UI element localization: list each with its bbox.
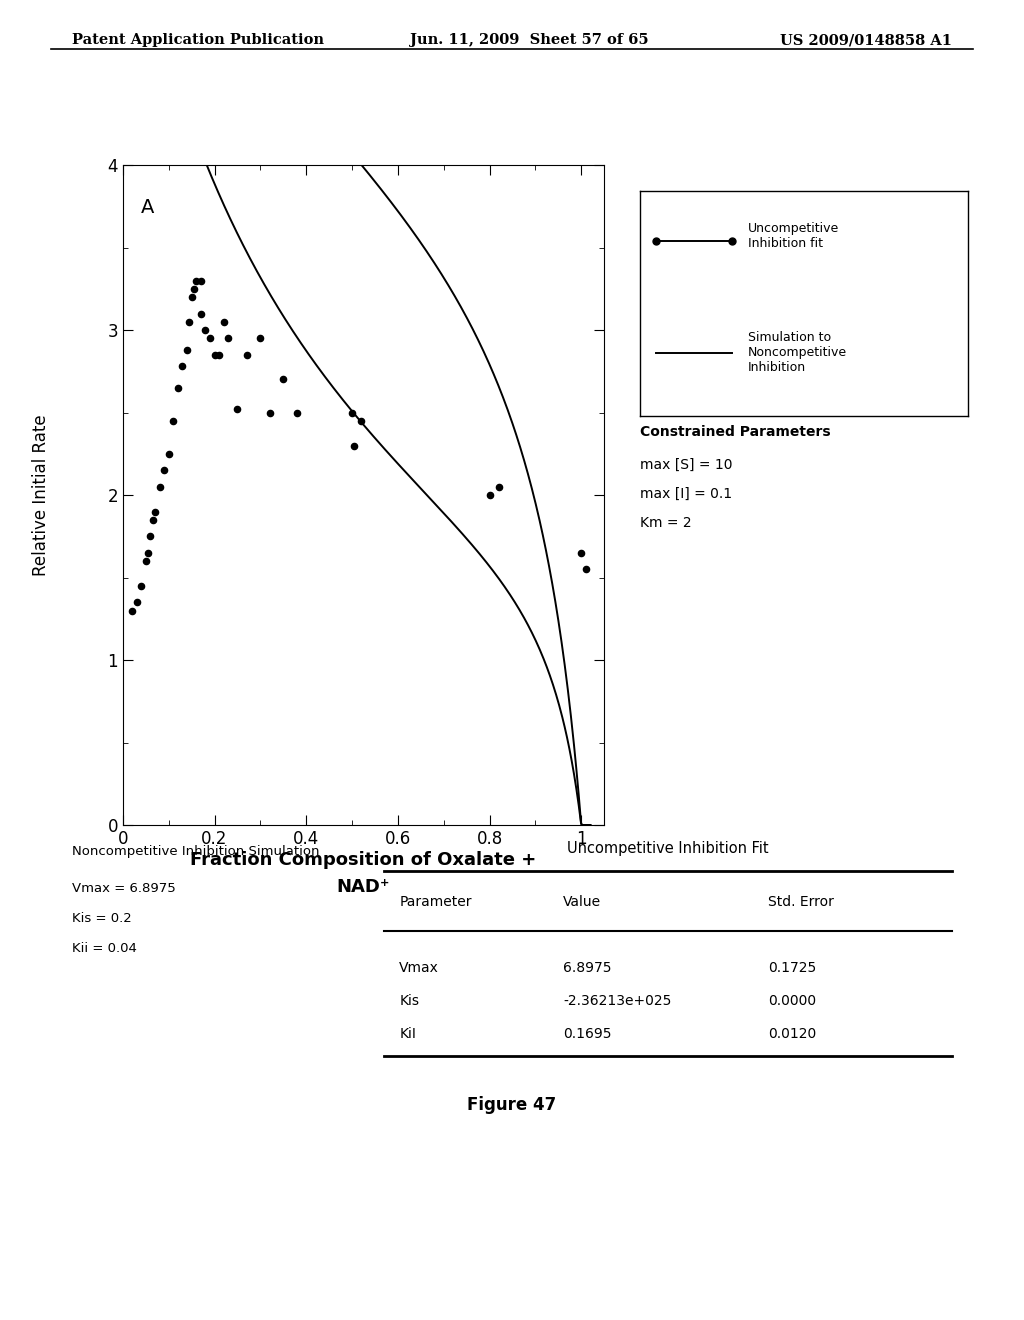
Point [170,378,186,399]
Point [344,401,360,422]
Point [220,327,237,348]
Text: Fraction Composition of Oxalate +: Fraction Composition of Oxalate + [190,851,537,870]
Point [353,411,370,432]
Point [198,319,214,341]
Point [146,500,163,521]
Point [133,576,150,597]
Point [215,312,231,333]
Text: US 2009/0148858 A1: US 2009/0148858 A1 [780,33,952,48]
Text: Noncompetitive Inhibition Simulation: Noncompetitive Inhibition Simulation [72,845,319,858]
Point [261,401,278,422]
Text: Parameter: Parameter [399,895,472,909]
Text: Patent Application Publication: Patent Application Publication [72,33,324,48]
Point [161,444,177,465]
Text: -2.36213e+025: -2.36213e+025 [563,994,672,1008]
Point [193,271,209,292]
Text: Uncompetitive
Inhibition fit: Uncompetitive Inhibition fit [749,222,840,251]
Point [211,345,227,366]
Point [202,327,218,348]
Point [140,543,157,564]
Point [481,484,498,506]
Point [578,558,594,579]
Text: 0.1725: 0.1725 [768,961,816,975]
Point [142,525,159,546]
Text: 6.8975: 6.8975 [563,961,611,975]
Point [193,304,209,325]
Text: max [S] = 10: max [S] = 10 [640,458,732,473]
Text: Std. Error: Std. Error [768,895,834,909]
Text: Figure 47: Figure 47 [467,1096,557,1114]
Text: Relative Initial Rate: Relative Initial Rate [32,414,50,576]
Point [174,355,190,378]
Point [185,279,202,300]
Point [124,599,140,622]
Point [229,399,246,420]
Text: Km = 2: Km = 2 [640,516,691,531]
Text: 0.0120: 0.0120 [768,1027,816,1041]
Point [239,345,255,366]
Point [144,510,161,531]
Text: NAD⁺: NAD⁺ [337,878,390,896]
Text: Jun. 11, 2009  Sheet 57 of 65: Jun. 11, 2009 Sheet 57 of 65 [410,33,648,48]
Text: Vmax: Vmax [399,961,439,975]
Point [490,477,507,498]
Point [181,312,198,333]
Point [289,401,305,422]
Point [128,591,144,612]
Text: KiI: KiI [399,1027,416,1041]
Point [137,550,154,572]
Text: Uncompetitive Inhibition Fit: Uncompetitive Inhibition Fit [567,841,769,855]
Point [183,286,200,308]
Text: Constrained Parameters: Constrained Parameters [640,425,830,440]
Point [156,459,172,480]
Point [179,339,196,360]
Text: 0.1695: 0.1695 [563,1027,611,1041]
Text: Kis = 0.2: Kis = 0.2 [72,912,131,925]
Point [152,477,168,498]
Text: Vmax = 6.8975: Vmax = 6.8975 [72,882,175,895]
Point [252,327,268,348]
Text: Simulation to
Noncompetitive
Inhibition: Simulation to Noncompetitive Inhibition [749,331,847,375]
Text: Kii = 0.04: Kii = 0.04 [72,942,136,956]
Text: Kis: Kis [399,994,420,1008]
Point [207,345,223,366]
Text: max [I] = 0.1: max [I] = 0.1 [640,487,732,502]
Point [346,436,362,457]
Text: A: A [141,198,155,216]
Text: Value: Value [563,895,601,909]
Point [188,271,205,292]
Text: 0.0000: 0.0000 [768,994,816,1008]
Point [573,543,590,564]
Point [165,411,181,432]
Point [275,368,292,391]
